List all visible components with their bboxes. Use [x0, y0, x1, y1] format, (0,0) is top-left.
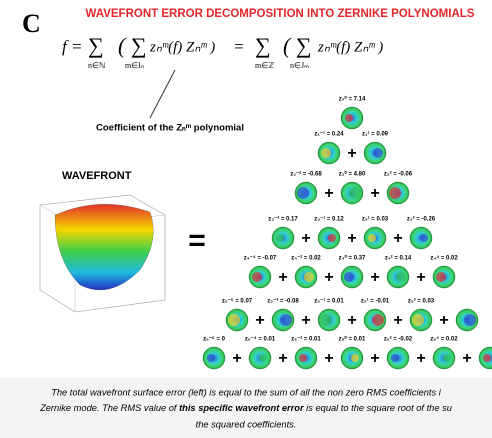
plus-sign: + [324, 185, 333, 202]
coefficient-label: z₆⁻⁶ = 0 [203, 337, 225, 343]
plus-sign: + [347, 312, 356, 329]
plus-sign: + [393, 230, 402, 247]
zernike-pattern [228, 314, 240, 326]
zernike-pattern [321, 148, 331, 158]
caption-line: Zernike mode. The RMS value of this spec… [39, 403, 452, 413]
zernike-pattern [412, 314, 424, 326]
equation-subscript: m∈ℤ [255, 61, 274, 70]
zernike-pattern [391, 354, 399, 362]
plus-sign: + [370, 269, 379, 286]
plus-sign: + [255, 312, 264, 329]
plus-sign: + [324, 269, 333, 286]
panel-label: C [22, 9, 41, 38]
caption-text: Zernike mode. The RMS value of [39, 403, 179, 413]
plus-sign: + [416, 350, 425, 367]
coefficient-label: z₃³ = -0.26 [407, 216, 436, 223]
plus-sign: + [301, 312, 310, 329]
coefficient-label: z₂² = -0.06 [384, 171, 413, 178]
coefficient-label: z₆⁻⁴ = 0.01 [245, 337, 276, 343]
plus-sign: + [278, 350, 287, 367]
coefficient-label: z₄² = 0.14 [385, 255, 412, 262]
equation-term: ∑ [255, 33, 271, 58]
coefficient-label: z₄⁰ = 0.37 [339, 255, 366, 262]
wavefront-label: WAVEFRONT [62, 170, 132, 182]
zernike-pattern [351, 354, 359, 362]
equation-term: ∑ [88, 33, 104, 58]
coefficient-label: z₅¹ = -0.01 [361, 298, 390, 305]
zernike-pattern [259, 354, 267, 362]
zernike-pattern [349, 187, 361, 199]
zernike-pattern [373, 148, 383, 158]
zernike-pattern [389, 187, 401, 199]
coefficient-label: z₆² = -0.02 [384, 336, 413, 343]
equation-subscript: n∈Jₘ [290, 61, 309, 70]
zernike-pattern [345, 114, 353, 122]
plus-sign: + [324, 350, 333, 367]
zernike-pattern [436, 272, 446, 282]
zernike-pattern [443, 354, 451, 362]
coefficient-label: z₅⁻³ = -0.08 [267, 298, 299, 305]
zernike-pattern [396, 272, 406, 282]
figure: C WAVEFRONT ERROR DECOMPOSITION INTO ZER… [0, 0, 492, 438]
annotation: Coefficient of the Zₙᵐ polynomial [96, 123, 244, 134]
zernike-pattern [252, 272, 262, 282]
equation-term: zₙᵐ(f) Zₙᵐ ) [149, 39, 215, 55]
coefficient-label: z₃¹ = 0.03 [362, 216, 389, 223]
plus-sign: + [393, 312, 402, 329]
equation-term: ( ∑ [283, 33, 312, 58]
zernike-pattern [464, 314, 476, 326]
plus-sign: + [439, 312, 448, 329]
plus-sign: + [462, 350, 471, 367]
coefficient-label: z₁¹ = 0.09 [362, 131, 389, 138]
equation-subscript: m∈Iₙ [125, 61, 144, 70]
coefficient-label: z₅⁻¹ = 0.01 [314, 298, 344, 305]
caption-text: is equal to the square root of the su [304, 403, 452, 413]
plus-sign: + [370, 350, 379, 367]
coefficient-label: z₆⁻² = 0.01 [291, 336, 321, 343]
zernike-pattern [304, 272, 314, 282]
plus-sign: + [416, 269, 425, 286]
zernike-pattern [320, 314, 332, 326]
plus-sign: + [232, 350, 241, 367]
zernike-pattern [372, 314, 384, 326]
zernike-pattern [207, 354, 215, 362]
coefficient-label: z₃⁻³ = 0.17 [268, 216, 298, 223]
coefficient-label: z₅⁻⁵ = 0.07 [222, 299, 253, 305]
plus-sign: + [301, 230, 310, 247]
equals-sign: = [188, 224, 206, 257]
coefficient-label: z₄⁻⁴ = -0.07 [244, 256, 277, 262]
zernike-pattern [280, 314, 292, 326]
coefficient-label: z₆⁰ = 0.01 [339, 336, 366, 343]
coefficient-label: z₀⁰ = 7.14 [339, 96, 366, 103]
zernike-pattern [368, 234, 376, 242]
title: WAVEFRONT ERROR DECOMPOSITION INTO ZERNI… [86, 8, 475, 20]
zernike-pattern [299, 354, 307, 362]
coefficient-label: z₂⁻² = -0.68 [290, 171, 322, 178]
equation-term: zₙᵐ(f) Zₙᵐ ) [317, 39, 383, 55]
coefficient-label: z₂⁰ = 4.80 [339, 171, 366, 178]
coefficient-label: z₄⁴ = 0.02 [430, 256, 458, 262]
caption-bold: this specific wavefront error [179, 403, 305, 413]
coefficient-label: z₆⁴ = 0.02 [430, 337, 458, 343]
plus-sign: + [370, 185, 379, 202]
equation-term: ( ∑ [118, 33, 147, 58]
caption-line: The total wavefront surface error (left)… [51, 387, 442, 397]
zernike-pattern [483, 354, 491, 362]
coefficient-label: z₁⁻¹ = 0.24 [314, 131, 344, 138]
caption-line: the squared coefficients. [196, 419, 297, 429]
equation-subscript: n∈ℕ [88, 61, 105, 70]
plus-sign: + [347, 145, 356, 162]
equation-term: = [233, 37, 244, 56]
coefficient-label: z₄⁻² = 0.02 [291, 255, 321, 262]
coefficient-label: z₃⁻¹ = 0.12 [314, 216, 344, 223]
plus-sign: + [278, 269, 287, 286]
equation-term: f = [62, 37, 82, 56]
plus-sign: + [347, 230, 356, 247]
zernike-pattern [276, 234, 284, 242]
zernike-pattern [344, 272, 354, 282]
zernike-pattern [297, 187, 309, 199]
zernike-pattern [328, 234, 336, 242]
zernike-pattern [420, 234, 428, 242]
coefficient-label: z₅³ = 0.03 [408, 298, 435, 305]
